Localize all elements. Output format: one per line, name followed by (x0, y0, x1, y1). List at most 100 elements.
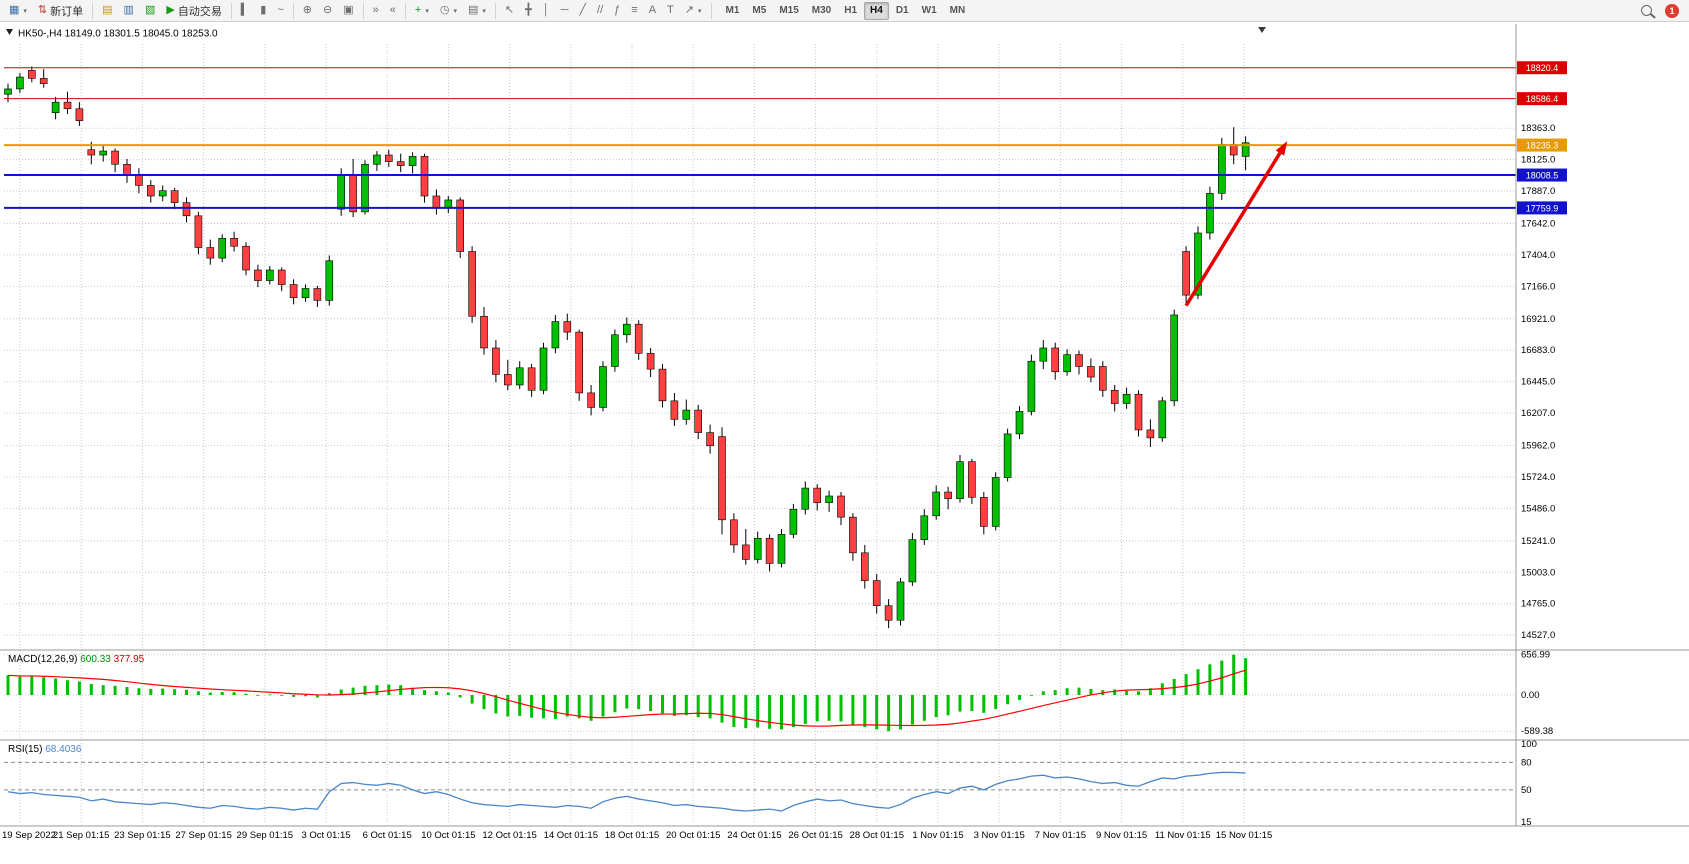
text-icon: A (648, 4, 657, 16)
chevron-down-icon: ▾ (698, 7, 702, 15)
macd-title: MACD(12,26,9) 600.33 377.95 (8, 654, 145, 665)
price-line-tag (1517, 138, 1567, 152)
vertical-line-button[interactable]: │ (538, 1, 555, 21)
timeframe-M30[interactable]: M30 (811, 4, 832, 16)
timeframe-M1[interactable]: M1 (725, 4, 740, 16)
rsi-tick-label: 50 (1521, 785, 1532, 796)
fibonacci-icon: ƒ (614, 4, 621, 16)
candlestick-chart-button[interactable]: ▮ (255, 1, 271, 21)
line-chart-button[interactable]: ~ (272, 1, 288, 21)
macd-tick-label: 656.99 (1521, 650, 1550, 661)
new-order-label: 新订单 (50, 5, 84, 18)
line-chart-icon: ~ (277, 4, 284, 16)
channel-icon: // (597, 4, 604, 16)
timeframe-D1[interactable]: D1 (895, 4, 909, 16)
auto-trading-label: 自动交易 (177, 5, 222, 18)
bar-chart-button[interactable]: ▍ (236, 1, 254, 21)
price-tick-label: 16921.0 (1521, 314, 1555, 325)
zoom-out-button[interactable]: ⊖ (318, 1, 337, 21)
date-tick-label: 7 Nov 01:15 (1035, 830, 1086, 841)
search-icon[interactable] (1641, 5, 1652, 16)
trendline-button[interactable]: ╱ (574, 1, 591, 21)
zoom-in-button[interactable]: ⊕ (298, 1, 317, 21)
auto-scroll-button[interactable]: » (368, 1, 384, 21)
timeframe-H1[interactable]: H1 (844, 4, 858, 16)
rsi-line (7, 771, 1246, 812)
price-tick-label: 16445.0 (1521, 377, 1555, 388)
trend-arrow (1184, 141, 1288, 307)
toolbar-separator (404, 2, 406, 19)
chevron-down-icon: ▾ (482, 7, 486, 15)
horizontal-line-button[interactable]: ─ (556, 1, 574, 21)
date-tick-label: 10 Oct 01:15 (421, 830, 475, 841)
tile-windows-button[interactable]: ▣ (338, 1, 358, 21)
profiles-button[interactable]: ▤ (97, 1, 117, 21)
new-chart-button[interactable]: ▦ ▾ (4, 1, 32, 21)
timeframe-M5[interactable]: M5 (752, 4, 767, 16)
template-icon: ▤ (467, 4, 479, 16)
arrows-tool-button[interactable]: ↗ ▾ (680, 1, 707, 21)
toolbar-separator (494, 2, 496, 19)
zoom-out-icon: ⊖ (323, 4, 333, 16)
chart-shift-marker[interactable] (1258, 27, 1266, 33)
crosshair-button[interactable]: ╋ (520, 1, 537, 21)
rsi-tick-label: 80 (1521, 757, 1532, 768)
timeframe-H4[interactable]: H4 (864, 1, 889, 20)
price-tick-label: 15724.0 (1521, 472, 1555, 483)
price-tick-label: 15241.0 (1521, 536, 1555, 547)
price-line-tag (1517, 61, 1567, 75)
notification-badge[interactable]: 1 (1665, 3, 1679, 18)
date-tick-label: 27 Sep 01:15 (175, 830, 232, 841)
date-tick-label: 15 Nov 01:15 (1216, 830, 1273, 841)
price-tick-label: 15962.0 (1521, 441, 1555, 452)
timeframe-M15[interactable]: M15 (779, 4, 799, 16)
date-tick-label: 21 Sep 01:15 (53, 830, 110, 841)
text-label-icon: T (667, 4, 674, 16)
date-tick-label: 3 Nov 01:15 (974, 830, 1025, 841)
macd-tick-label: 0.00 (1521, 690, 1540, 701)
indicators-button[interactable]: + ▾ (410, 1, 434, 21)
timeframe-W1[interactable]: W1 (921, 4, 937, 16)
crosshair-icon: ╋ (525, 4, 532, 16)
price-line-tag (1517, 201, 1567, 215)
date-tick-label: 11 Nov 01:15 (1155, 830, 1211, 841)
price-tick-label: 17404.0 (1521, 250, 1555, 261)
toolbar-separator (230, 2, 232, 19)
toolbar-separator (362, 2, 364, 19)
toolbar-separator (292, 2, 294, 19)
fibonacci-button[interactable]: ƒ (609, 1, 625, 21)
tile-windows-icon: ▣ (343, 4, 354, 16)
price-gridlines: 18363.0 18125.0 17887.0 17642.0 17404.0 17166… (4, 123, 1555, 641)
text-label-button[interactable]: T (662, 1, 679, 21)
cursor-icon: ↖ (504, 4, 515, 16)
chart-canvas[interactable]: 18363.0 18125.0 17887.0 17642.0 17404.0 17166… (0, 22, 1689, 864)
new-order-button[interactable]: ⇅ 新订单 (33, 1, 88, 21)
horizontal-line-icon: ─ (560, 4, 569, 16)
macd-signal-line (7, 669, 1246, 727)
cursor-button[interactable]: ↖ (500, 1, 519, 21)
chevron-down-icon: ▾ (23, 7, 27, 15)
shapes-button[interactable]: ≡ (626, 1, 642, 21)
chart-shift-icon: « (389, 4, 396, 16)
price-tick-label: 17642.0 (1521, 218, 1555, 229)
navigator-button[interactable]: ▧ (140, 1, 160, 21)
play-icon: ▶ (166, 4, 175, 16)
auto-trading-button[interactable]: ▶ 自动交易 (161, 1, 226, 21)
svg-text:18008.5: 18008.5 (1526, 171, 1559, 181)
periods-button[interactable]: ◷ ▾ (435, 1, 462, 21)
macd-tick-label: -589.38 (1521, 726, 1553, 737)
price-tick-label: 15486.0 (1521, 503, 1555, 514)
chart-shift-button[interactable]: « (385, 1, 401, 21)
data-window-button[interactable]: ▥ (119, 1, 139, 21)
channel-button[interactable]: // (592, 1, 608, 21)
text-button[interactable]: A (644, 1, 661, 21)
timeframe-MN[interactable]: MN (949, 4, 966, 16)
toolbar-separator (92, 2, 94, 19)
shapes-icon: ≡ (631, 4, 638, 16)
svg-text:17759.9: 17759.9 (1526, 203, 1559, 213)
auto-scroll-icon: » (372, 4, 379, 16)
collapse-triangle-icon[interactable] (6, 29, 13, 35)
templates-button[interactable]: ▤ ▾ (463, 1, 491, 21)
bar-chart-icon: ▍ (240, 4, 250, 16)
